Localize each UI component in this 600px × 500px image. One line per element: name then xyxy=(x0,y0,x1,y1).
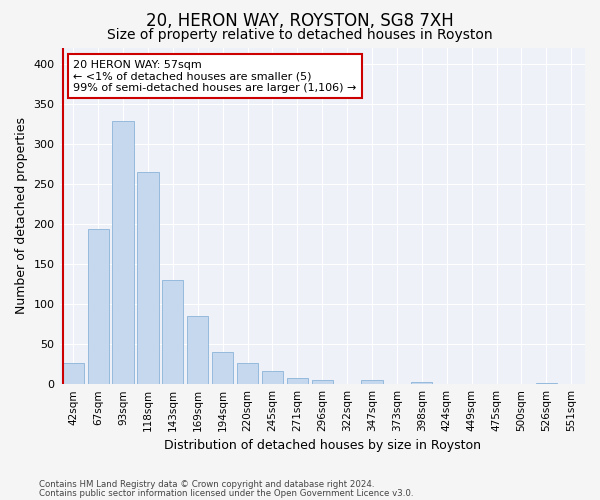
Bar xyxy=(536,382,557,384)
Y-axis label: Number of detached properties: Number of detached properties xyxy=(15,118,28,314)
Bar xyxy=(262,372,283,384)
Bar xyxy=(187,316,208,384)
Bar xyxy=(212,352,233,384)
Text: 20, HERON WAY, ROYSTON, SG8 7XH: 20, HERON WAY, ROYSTON, SG8 7XH xyxy=(146,12,454,30)
Text: Contains public sector information licensed under the Open Government Licence v3: Contains public sector information licen… xyxy=(39,488,413,498)
Bar xyxy=(237,362,258,384)
Bar xyxy=(112,121,134,384)
Bar xyxy=(62,364,84,384)
Text: 20 HERON WAY: 57sqm
← <1% of detached houses are smaller (5)
99% of semi-detache: 20 HERON WAY: 57sqm ← <1% of detached ho… xyxy=(73,60,356,92)
Text: Size of property relative to detached houses in Royston: Size of property relative to detached ho… xyxy=(107,28,493,42)
Bar xyxy=(311,380,333,384)
Bar xyxy=(361,380,383,384)
Bar xyxy=(88,230,109,384)
Bar xyxy=(287,378,308,384)
Text: Contains HM Land Registry data © Crown copyright and database right 2024.: Contains HM Land Registry data © Crown c… xyxy=(39,480,374,489)
Bar xyxy=(137,172,158,384)
Bar xyxy=(162,280,184,384)
X-axis label: Distribution of detached houses by size in Royston: Distribution of detached houses by size … xyxy=(164,440,481,452)
Bar xyxy=(411,382,433,384)
